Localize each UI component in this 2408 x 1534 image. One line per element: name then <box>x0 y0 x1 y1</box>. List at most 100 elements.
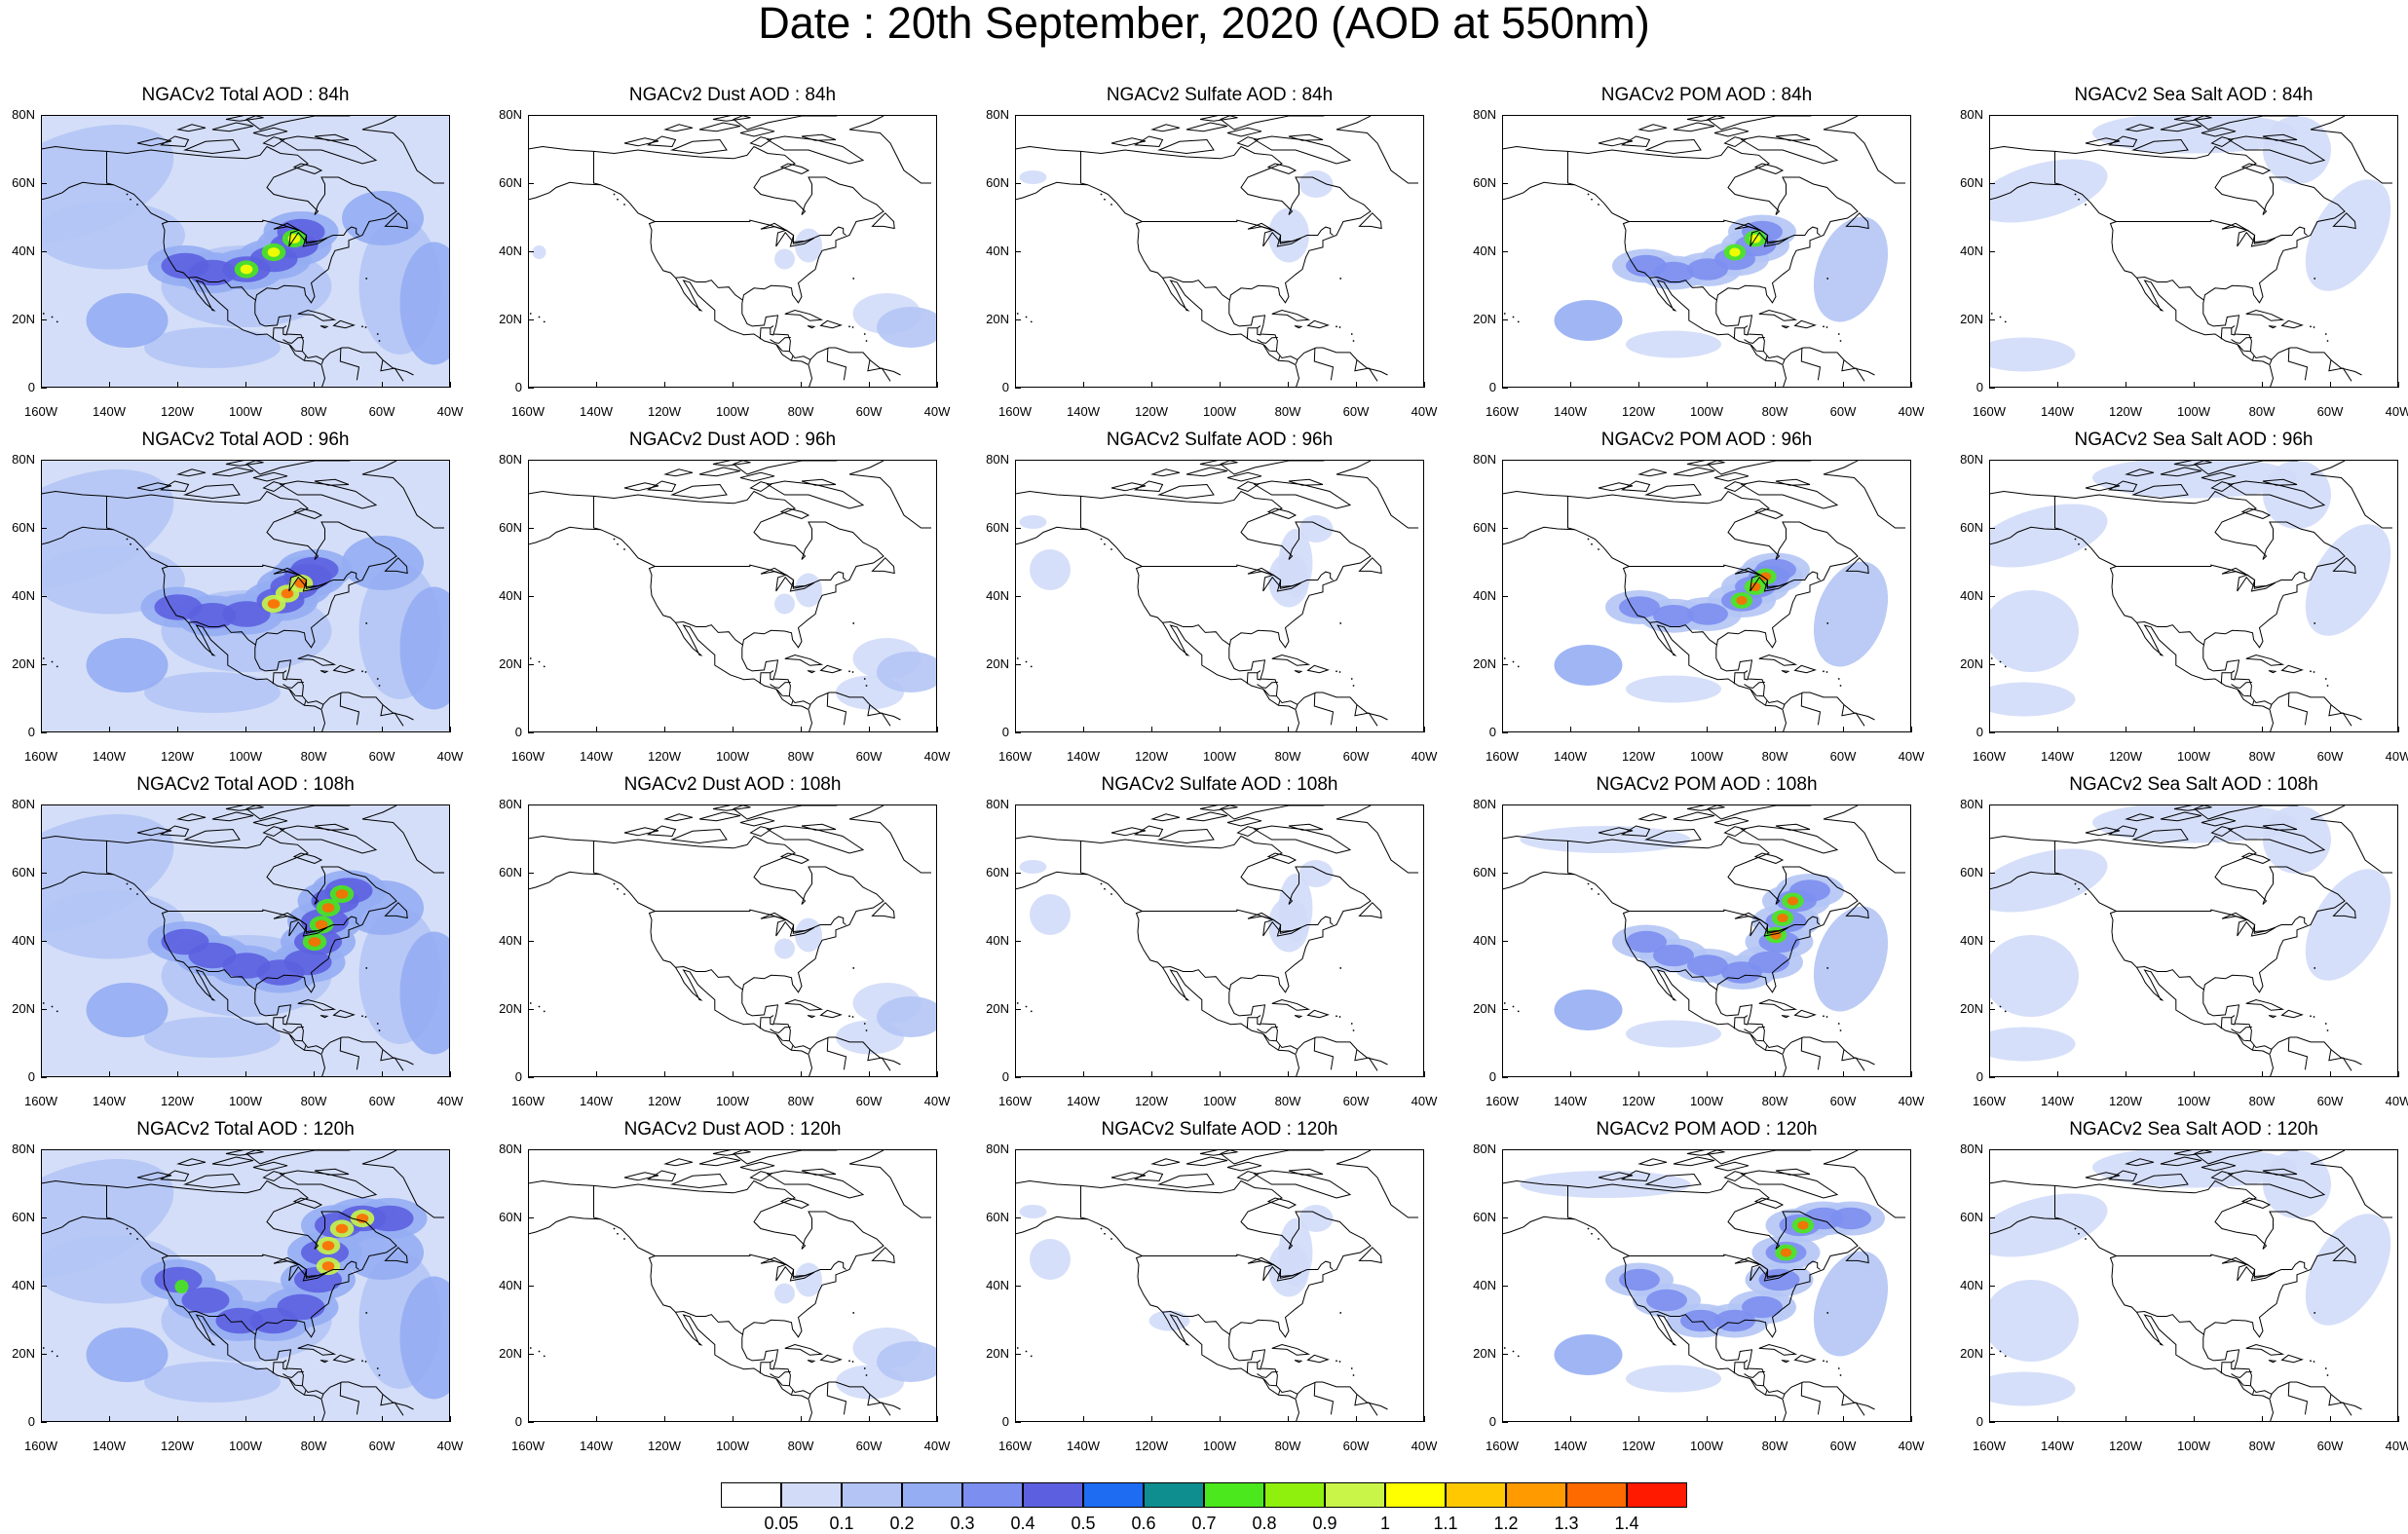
colorbar-label: 0.8 <box>1252 1514 1277 1533</box>
lat-tick <box>1015 1217 1021 1218</box>
lon-tick-label: 160W <box>998 1094 1032 1108</box>
lon-tick-label: 60W <box>855 1439 883 1453</box>
lon-tick-label: 120W <box>1622 749 1655 764</box>
lat-tick-label: 20N <box>499 656 522 671</box>
lon-tick <box>2194 1071 2195 1077</box>
lat-tick-label: 0 <box>1488 1414 1496 1429</box>
aod-cell <box>877 652 936 692</box>
lat-tick <box>528 1009 534 1010</box>
lon-tick <box>1775 382 1776 388</box>
aod-cell <box>1278 1218 1313 1287</box>
lon-tick-label: 80W <box>2248 404 2276 419</box>
lat-tick-label: 60N <box>12 865 35 879</box>
lon-tick <box>528 727 529 732</box>
lon-tick <box>801 382 802 388</box>
lat-tick-label: 80N <box>986 107 1009 122</box>
lon-tick <box>1911 1416 1912 1422</box>
panel-title: NGACv2 Sea Salt AOD : 84h <box>2074 85 2314 105</box>
colorbar-label: 0.1 <box>829 1514 854 1533</box>
aod-cell <box>1030 549 1071 590</box>
aod-cell <box>181 1287 230 1314</box>
panel-title: NGACv2 POM AOD : 84h <box>1600 85 1813 105</box>
lat-tick <box>1015 251 1021 252</box>
lon-tick <box>1775 727 1776 732</box>
lon-tick <box>109 1416 110 1422</box>
lon-tick-label: 80W <box>2248 1094 2276 1108</box>
lat-tick <box>1989 1149 1995 1150</box>
coastline-outline <box>1990 805 2392 1076</box>
aod-field <box>42 1150 449 1421</box>
lat-tick <box>41 1009 47 1010</box>
lon-tick <box>733 1071 734 1077</box>
lon-tick <box>1083 1416 1084 1422</box>
lon-tick <box>733 382 734 388</box>
lon-tick-label: 40W <box>1898 404 1925 419</box>
aod-cell <box>321 1241 335 1251</box>
lat-tick-label: 80N <box>986 452 1009 467</box>
lon-tick-label: 160W <box>24 1094 57 1108</box>
lon-tick <box>869 727 870 732</box>
lat-tick <box>1989 1009 1995 1010</box>
lat-tick-label: 80N <box>1473 797 1496 811</box>
aod-cell <box>267 247 281 257</box>
lat-tick <box>1015 528 1021 529</box>
colorbar-swatch <box>781 1482 842 1508</box>
lat-tick <box>1989 1286 1995 1287</box>
lat-tick <box>528 873 534 874</box>
lon-tick <box>2262 1071 2263 1077</box>
colorbar-label: 1.1 <box>1433 1514 1458 1533</box>
lon-tick-label: 140W <box>2041 1439 2074 1453</box>
lon-tick-label: 40W <box>923 1094 951 1108</box>
aod-cell <box>144 1362 281 1403</box>
lon-tick <box>1288 1071 1289 1077</box>
colorbar-swatch <box>1144 1482 1204 1508</box>
coastline-outline <box>42 1150 444 1421</box>
lat-tick <box>528 804 534 805</box>
aod-cell <box>1030 1239 1071 1280</box>
lat-tick-label: 40N <box>1473 588 1496 603</box>
lat-tick-label: 60N <box>499 865 522 879</box>
lat-tick <box>1015 1149 1021 1150</box>
map-plot-area <box>528 804 937 1077</box>
lon-tick <box>1707 1416 1708 1422</box>
aod-cell <box>877 1341 936 1382</box>
lat-tick-label: 0 <box>1001 725 1009 739</box>
lat-tick-label: 40N <box>499 933 522 948</box>
panel-title: NGACv2 Dust AOD : 120h <box>623 1119 842 1140</box>
aod-cell <box>2305 179 2391 291</box>
aod-map <box>42 805 449 1076</box>
lat-tick <box>1015 1286 1021 1287</box>
lon-tick <box>1989 727 1990 732</box>
aod-map <box>42 461 449 731</box>
lat-tick-label: 60N <box>1473 520 1496 535</box>
lat-tick-label: 0 <box>1488 380 1496 394</box>
map-plot-area <box>528 460 937 732</box>
lat-tick-label: 0 <box>27 380 35 394</box>
lon-tick <box>2330 1416 2331 1422</box>
lon-tick-label: 140W <box>2041 749 2074 764</box>
lon-tick <box>177 382 178 388</box>
map-plot-area <box>41 115 450 388</box>
aod-cell <box>1019 170 1047 184</box>
lat-tick <box>1989 873 1995 874</box>
aod-cell <box>144 672 281 713</box>
aod-cell <box>1990 848 2108 913</box>
lon-tick-label: 140W <box>93 404 126 419</box>
lon-tick <box>1083 1071 1084 1077</box>
lat-tick <box>1015 460 1021 461</box>
panel-title: NGACv2 Dust AOD : 84h <box>628 85 837 105</box>
lon-tick <box>41 382 42 388</box>
lat-tick <box>1015 873 1021 874</box>
lon-tick <box>596 382 597 388</box>
colorbar-label: 0.3 <box>950 1514 975 1533</box>
lat-tick-label: 40N <box>1473 243 1496 258</box>
lon-tick <box>2330 382 2331 388</box>
lon-tick-label: 140W <box>93 749 126 764</box>
lon-tick-label: 100W <box>716 404 749 419</box>
aod-cell <box>1626 1365 1721 1393</box>
lon-tick-label: 120W <box>2109 749 2142 764</box>
lon-tick-label: 80W <box>1761 749 1788 764</box>
lon-tick-label: 60W <box>368 1439 395 1453</box>
lon-tick-label: 160W <box>24 1439 57 1453</box>
lon-tick <box>177 1416 178 1422</box>
